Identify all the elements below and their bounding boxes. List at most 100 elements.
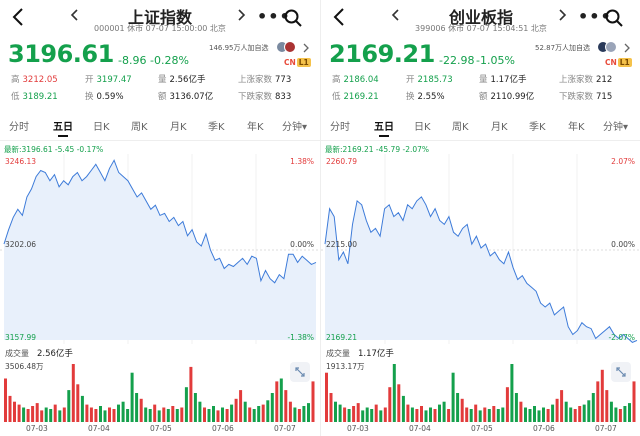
volume-bar — [203, 407, 206, 422]
search-icon[interactable] — [604, 8, 624, 28]
prev-index-icon[interactable] — [70, 8, 80, 22]
chevron-right-icon[interactable] — [302, 43, 310, 53]
volume-bar — [514, 393, 518, 422]
volume-bar — [44, 407, 48, 422]
more-icon[interactable]: ••• — [578, 7, 612, 26]
panel-shanghai: 上证指数 000001 休市 07-07 15:00:00 北京 ••• 319… — [0, 6, 320, 433]
volume-bar — [374, 404, 378, 422]
back-arrow-icon[interactable] — [10, 6, 28, 28]
axis-top-pct: 2.07% — [611, 157, 635, 166]
volume-bar — [166, 409, 170, 422]
volume-bar — [248, 407, 252, 422]
tab-monthly-k[interactable]: 月K — [170, 122, 187, 133]
volume-bar — [483, 407, 487, 422]
volume-bar — [221, 407, 224, 422]
volume-bar — [528, 409, 532, 422]
volume-bar — [465, 407, 469, 422]
current-price: 3196.61 — [8, 40, 114, 68]
volume-bar — [356, 403, 360, 422]
volume-bar — [302, 406, 306, 422]
tab-yearly-k[interactable]: 年K — [247, 122, 264, 133]
tab-monthly-k[interactable]: 月K — [491, 122, 508, 133]
volume-bar — [184, 387, 188, 422]
price-area — [325, 196, 637, 343]
axis-bottom-pct: -1.38% — [287, 333, 314, 342]
chevron-right-icon[interactable] — [623, 43, 631, 53]
volume-bar — [438, 404, 441, 422]
tab-daily-k[interactable]: 日K — [414, 122, 431, 133]
tab-minute[interactable]: 分钟▾ — [603, 122, 629, 133]
header: 创业板指 399006 休市 07-07 15:04:51 北京 ••• — [321, 0, 640, 40]
open-value: 3197.47 — [96, 75, 132, 85]
volume-label: 成交量 1.17亿手 — [326, 349, 394, 359]
volume-bar — [542, 407, 545, 422]
volume-bar — [492, 406, 496, 422]
tab-quarterly-k[interactable]: 季K — [208, 122, 225, 133]
volume-bar — [26, 409, 30, 422]
prev-index-icon[interactable] — [391, 8, 401, 22]
volume-bar — [99, 406, 102, 422]
volume-bar — [193, 393, 197, 422]
volume-bar — [460, 398, 464, 422]
tab-daily-k[interactable]: 日K — [93, 122, 110, 133]
tab-five-day[interactable]: 五日 — [374, 118, 394, 137]
next-index-icon[interactable] — [236, 8, 246, 22]
price-chart[interactable]: 3246.13 3202.06 3157.99 1.38% 0.00% -1.38% — [0, 154, 320, 344]
volume-bar — [325, 372, 328, 422]
down-count: 715 — [596, 92, 613, 102]
low-value: 2169.21 — [343, 92, 379, 102]
back-arrow-icon[interactable] — [331, 6, 349, 28]
volume-bar — [49, 409, 53, 422]
down-count: 833 — [275, 92, 292, 102]
volume-bar — [103, 410, 107, 422]
next-index-icon[interactable] — [557, 8, 567, 22]
more-icon[interactable]: ••• — [257, 7, 291, 26]
axis-bottom-label: 3157.99 — [5, 333, 36, 342]
price-chart[interactable]: 2260.79 2215.00 2169.21 2.07% 0.00% -2.07% — [321, 154, 640, 344]
volume-bar — [198, 401, 202, 422]
volume-bar — [261, 404, 265, 422]
tab-minute[interactable]: 分钟▾ — [282, 122, 308, 133]
volume-bar — [270, 393, 274, 422]
volume-bar — [279, 378, 283, 422]
volume-bar — [383, 407, 387, 422]
volume-bar — [573, 409, 577, 422]
expand-icon[interactable] — [290, 362, 310, 382]
code-status: 399006 休市 07-07 15:04:51 北京 — [415, 24, 547, 33]
tab-intraday[interactable]: 分时 — [9, 122, 29, 133]
volume-bar — [442, 401, 446, 422]
volume-bar — [216, 410, 220, 422]
tab-intraday[interactable]: 分时 — [330, 122, 350, 133]
volume-label: 成交量 2.56亿手 — [5, 349, 73, 359]
volume-bar — [157, 410, 161, 422]
volume-bar — [343, 407, 347, 422]
volume-bar — [501, 407, 505, 422]
volume-bar — [406, 404, 410, 422]
volume-bar — [22, 407, 26, 422]
volume-bar — [135, 393, 139, 422]
volume-bar — [171, 406, 175, 422]
tab-five-day[interactable]: 五日 — [53, 118, 73, 137]
amount-value: 2110.99亿 — [490, 92, 535, 102]
volume-bar — [311, 381, 315, 422]
volume-bar — [505, 387, 509, 422]
expand-icon[interactable] — [611, 362, 631, 382]
volume-bar — [148, 409, 152, 422]
volume-bar — [284, 390, 288, 422]
tab-quarterly-k[interactable]: 季K — [529, 122, 546, 133]
axis-mid-label: 2215.00 — [326, 240, 357, 249]
tab-yearly-k[interactable]: 年K — [568, 122, 585, 133]
volume-bar — [596, 381, 600, 422]
volume-bar — [225, 409, 229, 422]
volume-bar — [447, 409, 451, 422]
tab-weekly-k[interactable]: 周K — [452, 122, 469, 133]
volume-bar — [8, 395, 12, 422]
latest-quote: 最新:3196.61 -5.45 -0.17% — [4, 145, 104, 154]
volume-bar — [397, 384, 401, 422]
volume-bar — [230, 404, 234, 422]
search-icon[interactable] — [283, 8, 303, 28]
volume-bar — [614, 407, 618, 422]
volume-bar — [347, 409, 351, 422]
turnover-value: 0.59% — [96, 92, 124, 102]
tab-weekly-k[interactable]: 周K — [131, 122, 148, 133]
